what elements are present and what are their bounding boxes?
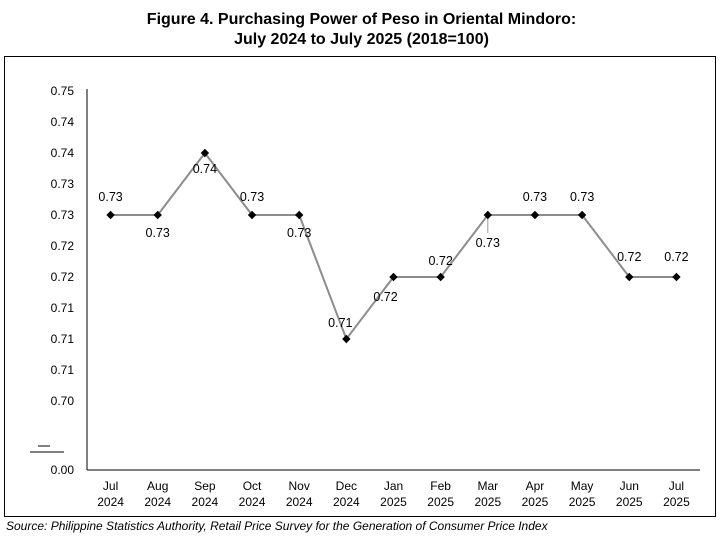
- data-point-marker: [200, 148, 210, 158]
- y-tick-label: 0.71: [51, 332, 75, 346]
- x-tick-label-year: 2024: [97, 495, 124, 509]
- x-tick-label-year: 2024: [286, 495, 313, 509]
- data-point-marker: [625, 272, 634, 282]
- chart-title-line-1: Figure 4. Purchasing Power of Peso in Or…: [146, 11, 577, 28]
- data-label: 0.73: [287, 226, 311, 240]
- x-tick-label-month: Jul: [103, 479, 118, 493]
- data-label: 0.73: [240, 190, 264, 204]
- x-tick-label-month: Nov: [289, 479, 310, 493]
- x-tick-label-year: 2025: [663, 495, 690, 509]
- chart-title: Figure 4. Purchasing Power of Peso in Or…: [0, 10, 723, 50]
- data-label: 0.72: [373, 290, 397, 304]
- x-tick-label-year: 2024: [192, 495, 219, 509]
- y-tick-label: 0.75: [51, 84, 75, 98]
- x-tick-label-month: Apr: [526, 479, 545, 493]
- data-label: 0.73: [476, 236, 500, 250]
- y-tick-label: 0.73: [51, 177, 75, 191]
- x-tick-label-year: 2025: [569, 495, 596, 509]
- data-label: 0.72: [664, 250, 688, 264]
- data-point-marker: [153, 210, 162, 220]
- x-tick-label-month: Oct: [243, 479, 262, 493]
- y-tick-label: 0.74: [51, 115, 75, 129]
- data-point-marker: [483, 210, 493, 220]
- data-label: 0.72: [428, 254, 452, 268]
- data-point-marker: [530, 210, 540, 220]
- y-tick-label: 0.70: [51, 394, 75, 408]
- x-tick-label-month: Mar: [477, 479, 498, 493]
- x-tick-label-month: May: [571, 479, 594, 493]
- y-tick-label: 0.73: [51, 208, 75, 222]
- y-tick-label: 0.00: [51, 463, 75, 477]
- x-tick-label-year: 2025: [380, 495, 407, 509]
- data-label: 0.71: [328, 316, 352, 330]
- x-tick-label-month: Sep: [194, 479, 216, 493]
- data-point-marker: [436, 272, 445, 282]
- x-tick-label-month: Dec: [336, 479, 357, 493]
- data-point-marker: [672, 272, 681, 282]
- x-tick-label-year: 2025: [616, 495, 643, 509]
- data-point-marker: [389, 272, 398, 282]
- x-tick-label-month: Jan: [384, 479, 403, 493]
- y-tick-label: 0.72: [51, 270, 75, 284]
- x-tick-label-year: 2024: [144, 495, 171, 509]
- y-tick-label: 0.72: [51, 239, 75, 253]
- chart-title-line-2: July 2024 to July 2025 (2018=100): [234, 31, 489, 48]
- data-point-marker: [294, 210, 304, 220]
- data-label: 0.73: [98, 190, 122, 204]
- x-tick-label-month: Jul: [669, 479, 684, 493]
- x-tick-label-year: 2024: [239, 495, 266, 509]
- data-label: 0.73: [570, 190, 594, 204]
- data-point-marker: [342, 334, 351, 344]
- x-tick-label-year: 2024: [333, 495, 360, 509]
- source-note: Source: Philippine Statistics Authority,…: [6, 519, 548, 533]
- data-point-marker: [247, 210, 257, 220]
- x-tick-label-year: 2025: [474, 495, 501, 509]
- data-label: 0.73: [146, 226, 170, 240]
- y-tick-label: 0.71: [51, 301, 75, 315]
- x-tick-label-month: Aug: [147, 479, 168, 493]
- data-label: 0.74: [193, 162, 217, 176]
- data-point-marker: [577, 210, 587, 220]
- x-tick-label-year: 2025: [427, 495, 454, 509]
- y-tick-label: 0.74: [51, 146, 75, 160]
- series-line: [110, 151, 677, 342]
- x-tick-label-month: Feb: [430, 479, 451, 493]
- data-point-marker: [106, 210, 115, 220]
- y-tick-label: 0.71: [51, 363, 75, 377]
- x-tick-label-year: 2025: [522, 495, 549, 509]
- chart-frame: [4, 56, 716, 517]
- data-label: 0.73: [523, 190, 547, 204]
- data-label: 0.72: [617, 250, 641, 264]
- x-tick-label-month: Jun: [620, 479, 639, 493]
